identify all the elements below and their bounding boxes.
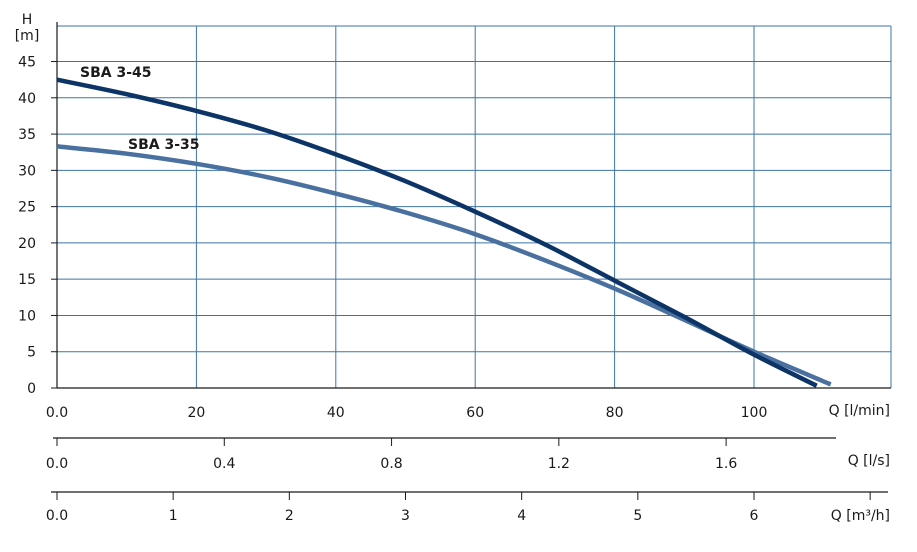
y-tick-label: 30	[18, 163, 36, 179]
y-tick-label: 25	[18, 200, 36, 216]
x-tick-label-m3h: 3	[401, 508, 410, 524]
x-tick-label-lps: 0.0	[46, 456, 68, 472]
tick-labels: 0 5 10 15 20 25 30 35 40 45 0.0 20 40 60 80 100	[18, 55, 767, 421]
x-tick-label-lps: 1.2	[548, 456, 570, 472]
x-tick-label-lps: 1.6	[715, 456, 737, 472]
x-tick-label-lpm: 100	[741, 405, 768, 421]
grid-lines	[57, 26, 891, 388]
text-labels: H [m] Q [l/min] Q [l/s] Q [m³/h] SBA 3-4…	[15, 12, 890, 524]
y-tick-label: 15	[18, 272, 36, 288]
x-tick-label-lpm: 80	[606, 405, 624, 421]
y-tick-label: 40	[18, 91, 36, 107]
x-tick-label-lps: 0.4	[213, 456, 235, 472]
x-tick-label-m3h: 2	[285, 508, 294, 524]
x-tick-label-m3h: 1	[169, 508, 178, 524]
y-axis-label-unit: [m]	[15, 28, 40, 44]
series-lines	[56, 77, 832, 388]
y-tick-label: 35	[18, 127, 36, 143]
y-axis-label-h: H	[22, 12, 33, 28]
y-tick-label: 10	[18, 308, 36, 324]
y-tick-label: 20	[18, 236, 36, 252]
y-tick-label: 5	[27, 345, 36, 361]
series-line-sba-3-35	[56, 144, 832, 387]
y-tick-label: 0	[27, 381, 36, 397]
x-axis-label-lps: Q [l/s]	[848, 453, 890, 469]
x-tick-label-m3h: 0.0	[46, 508, 68, 524]
secondary-axes: 0.0 0.4 0.8 1.2 1.6 0.0 1 2 3 4 5 6	[46, 437, 888, 524]
plot-frame	[51, 22, 892, 389]
x-tick-label-lpm: 40	[327, 405, 345, 421]
series-line-sba-3-45	[56, 77, 818, 388]
x-tick-label-lps: 0.8	[380, 456, 402, 472]
series-label-sba-3-45: SBA 3-45	[80, 65, 152, 81]
x-axis-label-m3h: Q [m³/h]	[831, 508, 890, 524]
x-tick-label-lpm: 0.0	[46, 405, 68, 421]
y-tick-label: 45	[18, 55, 36, 71]
x-tick-label-m3h: 4	[517, 508, 526, 524]
x-tick-label-m3h: 6	[750, 508, 759, 524]
x-axis-label-lpm: Q [l/min]	[829, 403, 890, 419]
series-label-sba-3-35: SBA 3-35	[128, 137, 200, 153]
x-tick-label-lpm: 20	[187, 405, 205, 421]
x-tick-label-m3h: 5	[633, 508, 642, 524]
x-tick-label-lpm: 60	[466, 405, 484, 421]
